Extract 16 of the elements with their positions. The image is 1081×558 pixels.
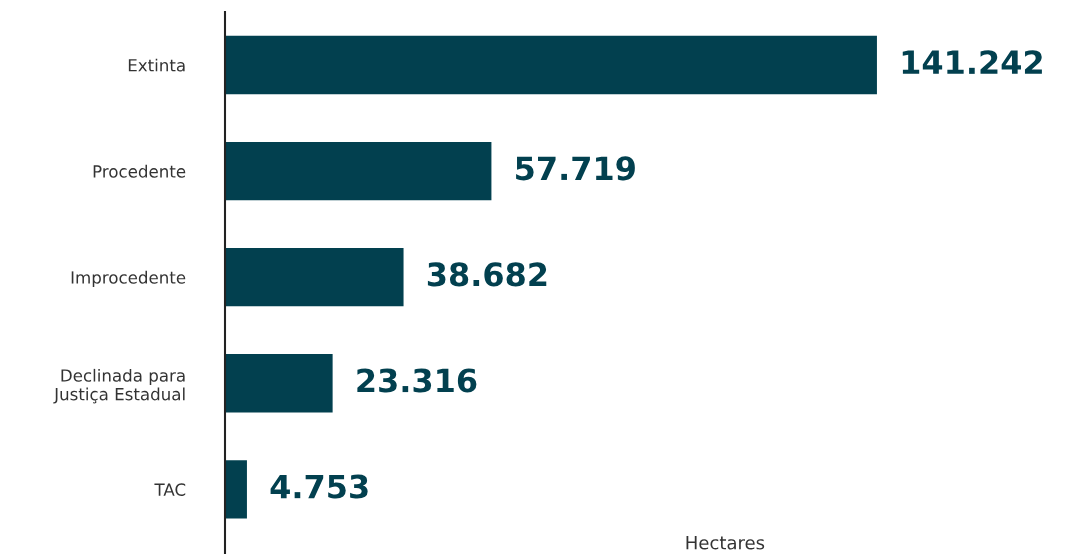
bar	[225, 141, 492, 201]
bar	[225, 248, 404, 307]
y-tick-label: Procedente	[93, 164, 186, 178]
x-axis-title: Hectares	[686, 536, 765, 550]
bar	[225, 354, 333, 413]
data-label: 23.316	[357, 368, 477, 393]
data-label: 57.719	[516, 156, 635, 181]
y-tick-label: TAC	[154, 483, 186, 496]
data-label: 38.682	[427, 262, 547, 287]
bar	[225, 460, 247, 519]
data-label: 141.242	[902, 50, 1042, 74]
y-tick-label: Declinada para Justiça Estadual	[53, 368, 185, 404]
y-tick-label: Improcedente	[71, 270, 186, 287]
y-tick-label: Extinta	[128, 58, 185, 72]
bar	[225, 35, 877, 95]
data-label: 4.753	[270, 474, 368, 499]
